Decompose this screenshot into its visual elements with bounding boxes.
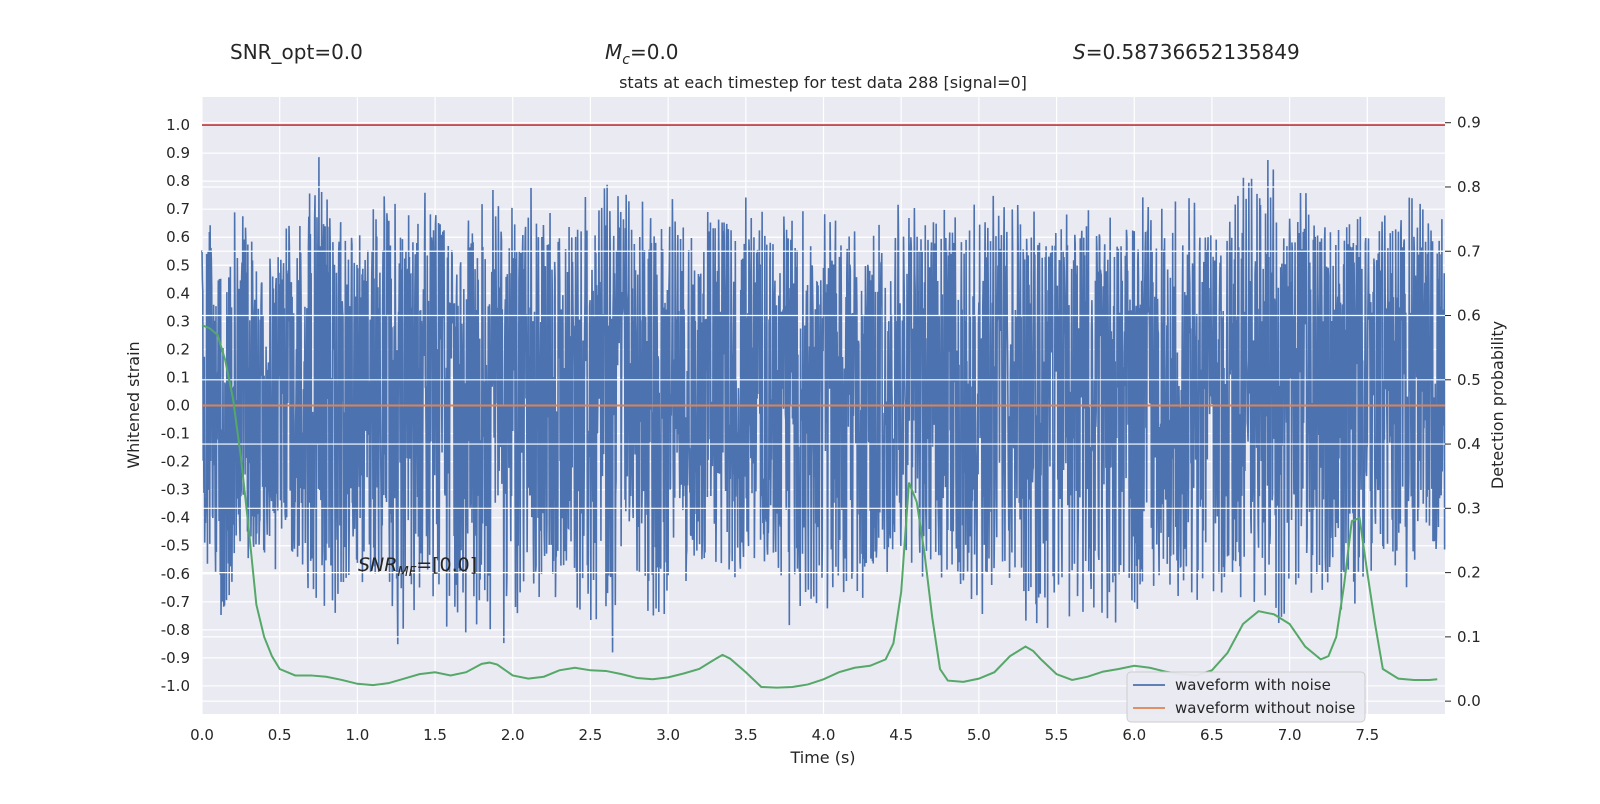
right-grid-lines (202, 122, 1445, 702)
legend: waveform with noise waveform without noi… (1126, 671, 1366, 723)
y-tick-label: -0.4 (161, 509, 190, 527)
x-tick-label: 4.5 (889, 726, 913, 744)
y-tick-label: 0.9 (166, 144, 190, 162)
legend-label-clean: waveform without noise (1175, 699, 1355, 717)
y-tick-label: -0.2 (161, 453, 190, 471)
chirp-mass-value: =0.0 (630, 40, 679, 64)
legend-box (1126, 671, 1366, 723)
y-tick-label: 1.0 (166, 116, 190, 134)
snr-mf-subscript: MF (397, 565, 416, 580)
right-tick-label: 0.7 (1457, 242, 1481, 260)
x-tick-label: 7.0 (1278, 726, 1302, 744)
y-tick-label: -0.5 (161, 537, 190, 555)
right-tick-label: 0.6 (1457, 307, 1481, 325)
right-tick-label: 0.2 (1457, 564, 1481, 582)
right-tick-label: 0.8 (1457, 178, 1481, 196)
y-tick-label: 0.4 (166, 284, 190, 302)
x-tick-label: 5.0 (967, 726, 991, 744)
probability-layer (201, 324, 1438, 689)
right-tick-label: 0.5 (1457, 371, 1481, 389)
right-tick-label: 0.9 (1457, 114, 1481, 132)
snr-opt-stat: SNR_opt=0.0 (230, 40, 363, 64)
chirp-mass-symbol: M (605, 40, 622, 64)
y-tick-label: 0.8 (166, 172, 190, 190)
y-tick-label: 0.6 (166, 228, 190, 246)
x-tick-label: 3.5 (734, 726, 758, 744)
snr-mf-symbol: SNR (358, 554, 397, 576)
x-tick-label: 3.0 (656, 726, 680, 744)
x-tick-label: 0.5 (268, 726, 292, 744)
y-tick-label: -0.7 (161, 593, 190, 611)
x-tick-label: 2.0 (501, 726, 525, 744)
x-tick-label: 6.5 (1200, 726, 1224, 744)
chart-title: stats at each timestep for test data 288… (619, 73, 1027, 92)
y-tick-label: -0.6 (161, 565, 190, 583)
right-tick-label: 0.3 (1457, 499, 1481, 517)
series-waveform-with-noise (201, 157, 1446, 653)
y-tick-label: 0.5 (166, 256, 190, 274)
y-tick-label: -0.1 (161, 425, 190, 443)
y-axis-label: Whitened strain (124, 341, 143, 468)
x-tick-label: 0.0 (190, 726, 214, 744)
y-tick-label: 0.1 (166, 368, 190, 386)
y-tick-label: 0.3 (166, 312, 190, 330)
chirp-mass-stat: Mc=0.0 (605, 40, 679, 68)
y-tick-label: 0.2 (166, 340, 190, 358)
legend-label-noise: waveform with noise (1175, 676, 1331, 694)
right-tick-label: 0.4 (1457, 435, 1481, 453)
y-axis-label-right: Detection probability (1488, 321, 1507, 489)
chirp-mass-subscript: c (622, 52, 630, 68)
x-tick-label: 1.5 (423, 726, 447, 744)
y-tick-label: -0.9 (161, 649, 190, 667)
right-tick-label: 0.1 (1457, 628, 1481, 646)
x-tick-label: 2.5 (579, 726, 603, 744)
x-tick-label: 4.0 (812, 726, 836, 744)
x-tick-label: 7.5 (1355, 726, 1379, 744)
s-stat: S=0.58736652135849 (1073, 40, 1300, 64)
s-value: =0.58736652135849 (1086, 40, 1300, 64)
y-tick-label: 0.7 (166, 200, 190, 218)
s-symbol: S (1073, 40, 1086, 64)
tick-labels: 1.0 0.9 0.8 0.7 0.6 0.5 0.4 0.3 0.2 0.1 0.0 -0.1 -0.… (161, 114, 1481, 744)
y-tick-label: -0.3 (161, 481, 190, 499)
y-tick-label: -0.8 (161, 621, 190, 639)
y-tick-label: 0.0 (166, 397, 190, 415)
series-detection-probability (201, 324, 1438, 689)
snr-mf-annotation: SNRMF=[0.0] (358, 554, 477, 580)
data-layer (201, 124, 1446, 653)
x-axis-label: Time (s) (789, 748, 855, 767)
right-tick-label: 0.0 (1457, 692, 1481, 710)
x-tick-label: 6.0 (1122, 726, 1146, 744)
x-tick-label: 1.0 (345, 726, 369, 744)
x-tick-label: 5.5 (1045, 726, 1069, 744)
snr-mf-value: =[0.0] (416, 554, 477, 576)
y-tick-label: -1.0 (161, 677, 190, 695)
